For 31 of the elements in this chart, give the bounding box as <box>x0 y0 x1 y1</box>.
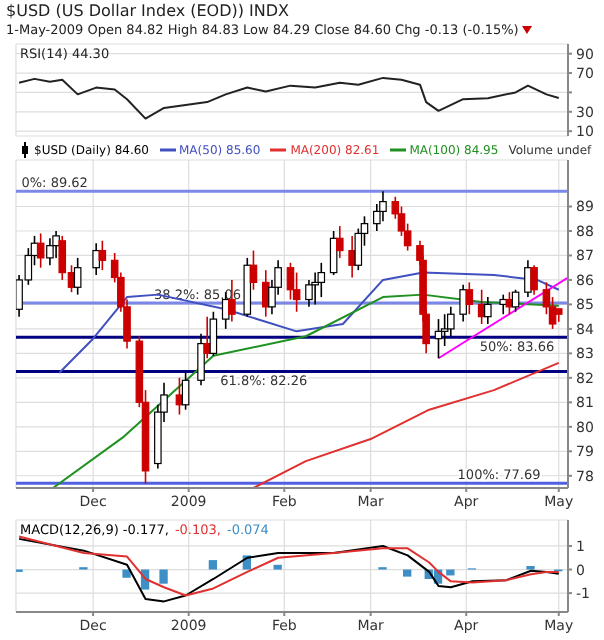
candlestick <box>209 310 218 357</box>
candlestick <box>530 264 538 296</box>
candlestick <box>465 281 474 316</box>
bar <box>446 569 455 576</box>
candlestick <box>73 257 82 296</box>
candlestick <box>499 293 508 316</box>
bar <box>403 569 412 577</box>
bar <box>273 564 282 570</box>
candlestick <box>511 288 520 313</box>
candlestick <box>46 237 54 267</box>
candlestick <box>197 332 205 386</box>
candlestick <box>317 262 326 298</box>
candlestick <box>181 372 190 411</box>
candlestick <box>459 284 467 323</box>
candlestick <box>336 225 344 259</box>
candlestick <box>98 239 107 271</box>
candlestick <box>58 235 67 281</box>
candlestick <box>305 279 313 308</box>
candlestick <box>484 296 492 325</box>
candlestick <box>447 306 455 338</box>
line-series <box>18 76 560 120</box>
candlestick <box>203 315 211 360</box>
line-series <box>52 293 560 488</box>
bar <box>159 569 168 584</box>
candlestick <box>249 249 258 291</box>
bar <box>208 560 218 570</box>
bar <box>122 569 131 578</box>
candlestick <box>292 271 301 313</box>
candlestick <box>36 232 45 269</box>
candlestick <box>52 230 60 259</box>
chart-title: $USD (US Dollar Index (EOD)) INDX <box>6 2 290 20</box>
